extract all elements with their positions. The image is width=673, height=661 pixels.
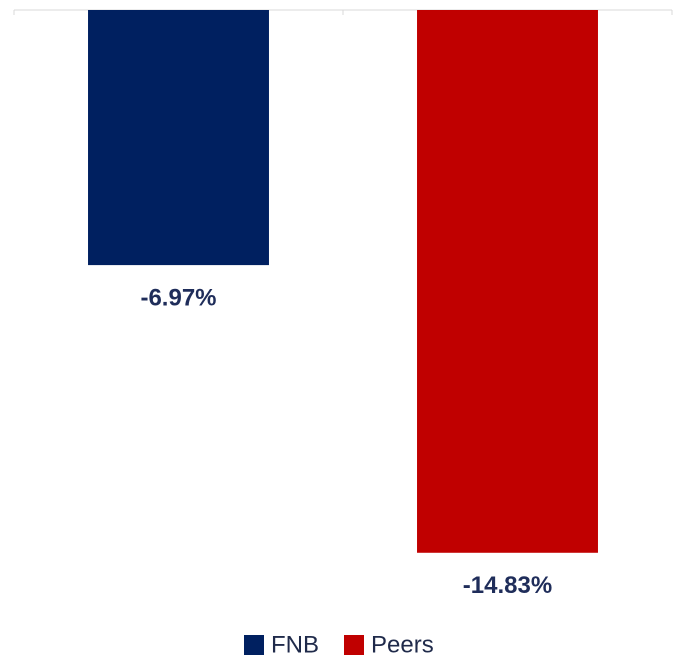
value-label: -6.97%: [140, 284, 216, 311]
legend-label: Peers: [371, 631, 434, 658]
bar: [88, 10, 269, 266]
legend-swatch: [244, 635, 264, 655]
value-label: -14.83%: [463, 572, 552, 599]
legend-swatch: [344, 635, 364, 655]
bar: [417, 10, 598, 553]
legend-label: FNB: [271, 631, 319, 658]
